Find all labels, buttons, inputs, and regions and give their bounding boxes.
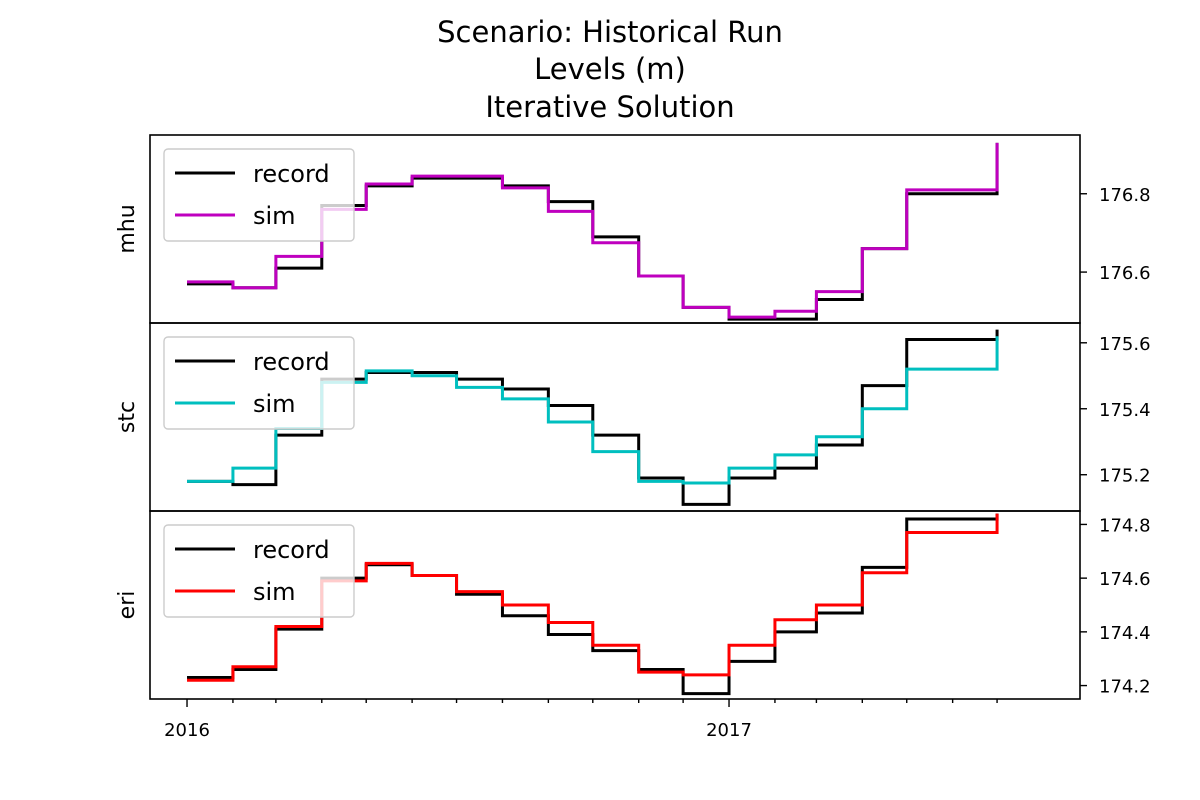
y-tick-label-eri: 174.2 <box>1099 677 1151 698</box>
axes-frame-eri <box>149 510 1081 700</box>
y-tick-label-stc: 175.2 <box>1099 466 1151 487</box>
title-line-1: Scenario: Historical Run <box>437 15 783 49</box>
x-tick-label: 2016 <box>164 720 210 741</box>
y-tick-label-mhu: 176.6 <box>1099 263 1151 284</box>
x-tick-label: 2017 <box>706 720 752 741</box>
legend-label-stc-record: record <box>253 348 330 376</box>
panel-mhu: 176.6 176.8 mhu record sim <box>115 134 1151 324</box>
y-tick-label-eri: 174.4 <box>1099 623 1151 644</box>
y-tick-label-mhu: 176.8 <box>1099 185 1151 206</box>
y-axis-label-stc: stc <box>115 401 140 433</box>
legend-label-mhu-record: record <box>253 160 330 188</box>
legend-label-eri-sim: sim <box>253 578 296 606</box>
legend-label-eri-record: record <box>253 536 330 564</box>
y-tick-label-stc: 175.6 <box>1099 334 1151 355</box>
y-tick-label-eri: 174.8 <box>1099 515 1151 536</box>
y-axis-label-mhu: mhu <box>115 204 140 253</box>
title-line-2: Levels (m) <box>534 52 686 86</box>
y-axis-label-eri: eri <box>115 591 140 620</box>
x-axis: 2016 2017 <box>164 699 998 741</box>
legend-label-mhu-sim: sim <box>253 202 296 230</box>
y-tick-label-stc: 175.4 <box>1099 400 1151 421</box>
chart-panels: 176.6 176.8 mhu record sim 175.2 175.4 175.6 stc… <box>115 134 1151 741</box>
legend-label-stc-sim: sim <box>253 390 296 418</box>
panel-eri: 174.2 174.4 174.6 174.8 eri record sim <box>115 510 1151 700</box>
title-line-3: Iterative Solution <box>485 90 734 124</box>
y-tick-label-eri: 174.6 <box>1099 569 1151 590</box>
